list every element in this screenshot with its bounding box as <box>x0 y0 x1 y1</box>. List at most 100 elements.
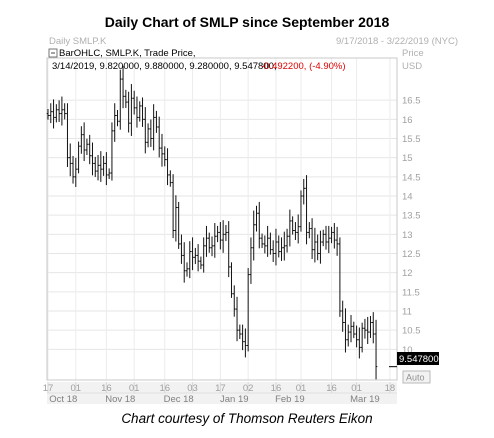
series-legend: BarOHLC, SMLP.K, Trade Price, 3/14/2019,… <box>48 48 346 72</box>
last-price-label: 9.547800 <box>399 354 439 365</box>
ohlc-bar <box>96 154 100 181</box>
ohlc-bar <box>355 325 358 348</box>
ohlc-bar <box>132 90 136 115</box>
ohlc-bar <box>152 104 155 151</box>
ohlc-bar <box>230 262 233 298</box>
ohlc-bar <box>71 155 75 184</box>
ohlc-info-values: 3/14/2019, 9.820000, 9.880000, 9.280000,… <box>52 61 277 72</box>
ohlc-bar <box>263 235 267 254</box>
ohlc-bar <box>191 237 194 271</box>
ohlc-bar <box>102 155 105 176</box>
ohlc-bar <box>305 175 308 245</box>
ohlc-bar <box>330 226 333 244</box>
x-tick-label: 18 <box>385 383 396 394</box>
x-tick-label: 03 <box>187 383 198 394</box>
ohlc-bar <box>163 146 167 167</box>
ohlc-bar <box>188 241 192 279</box>
ohlc-bar <box>244 328 247 358</box>
y-tick-label: 11 <box>402 307 412 318</box>
ohlc-bar <box>93 156 97 177</box>
ohlc-bar <box>135 96 139 128</box>
ohlc-bar <box>185 262 189 277</box>
ohlc-bar <box>369 315 372 338</box>
ohlc-bar <box>63 103 66 120</box>
ohlc-bar <box>349 315 353 343</box>
ohlc-bar <box>238 324 242 340</box>
chart-symbol-label: Daily SMLP.K <box>49 36 107 47</box>
legend-series-text: BarOHLC, SMLP.K, Trade Price, <box>59 48 196 59</box>
ohlc-bar <box>235 296 239 342</box>
ohlc-bar <box>274 228 278 266</box>
x-tick-label: 16 <box>271 383 282 394</box>
ohlc-bar <box>260 233 264 249</box>
ohlc-bar <box>60 96 64 126</box>
ohlc-bar <box>74 157 78 188</box>
x-tick-label: 01 <box>129 383 140 394</box>
ohlc-bar <box>310 218 314 259</box>
ohlc-bar <box>252 210 256 261</box>
y-tick-label: 13 <box>402 230 413 241</box>
y-tick-label: 15.5 <box>402 134 421 145</box>
y-tick-label: 12.5 <box>402 249 421 260</box>
ohlc-bar <box>199 256 203 270</box>
ohlc-bar <box>232 285 236 317</box>
x-tick-label: 01 <box>296 383 307 394</box>
x-tick-label: 17 <box>43 383 54 394</box>
ohlc-bar <box>210 236 214 257</box>
ohlc-bar <box>335 226 339 256</box>
ohlc-bar <box>82 122 86 162</box>
x-tick-label: 17 <box>215 383 226 394</box>
ohlc-bar <box>363 318 367 339</box>
ohlc-bar <box>118 69 122 130</box>
ohlc-bar <box>124 89 128 108</box>
y-tick-label: 11.5 <box>402 287 420 298</box>
ohlc-bar <box>105 152 108 186</box>
x-month-label: Jan 19 <box>220 394 249 405</box>
collapse-icon[interactable] <box>48 48 58 58</box>
ohlc-bar <box>319 230 322 264</box>
ohlc-bar <box>157 116 161 158</box>
ohlc-bar <box>49 103 53 124</box>
price-axis-label: Price <box>402 48 424 59</box>
y-tick-label: 14 <box>402 192 413 203</box>
last-price-marker: 9.547800 <box>397 352 439 365</box>
y-tick-label: 10 <box>402 345 413 356</box>
ohlc-bar <box>313 227 317 263</box>
ohlc-bar <box>130 84 133 136</box>
x-tick-label: 16 <box>326 383 337 394</box>
ohlc-bar <box>180 234 183 264</box>
ohlc-bar <box>174 195 178 242</box>
x-month-label: Nov 18 <box>105 394 135 405</box>
ohlc-bar <box>338 237 342 317</box>
y-tick-label: 13.5 <box>402 211 421 222</box>
ohlc-bar <box>91 142 94 176</box>
ohlc-bar <box>327 225 331 254</box>
y-tick-label: 15 <box>402 153 413 164</box>
y-tick-label: 16.5 <box>402 96 421 107</box>
ohlc-bar <box>144 107 147 154</box>
ohlc-bar <box>68 143 72 177</box>
ohlc-bar <box>46 108 50 120</box>
ohlc-bar <box>141 97 144 127</box>
ohlc-series <box>46 65 397 380</box>
x-month-label: Mar 19 <box>350 394 380 405</box>
chart-title: Daily Chart of SMLP since September 2018 <box>104 14 390 30</box>
ohlc-bar <box>160 133 164 167</box>
y-axis: 10 10.5 11 11.5 12 12.5 13 13.5 14 14.5 15 15.5 16 16… <box>402 96 421 356</box>
ohlc-bar <box>149 119 153 147</box>
ohlc-bar <box>177 201 180 249</box>
auto-scale-button[interactable]: Auto <box>402 370 431 384</box>
ohlc-bar <box>202 237 205 273</box>
ohlc-bar <box>346 324 350 347</box>
ohlc-bar <box>77 141 80 174</box>
ohlc-bar <box>99 151 103 182</box>
x-tick-label: 02 <box>243 383 254 394</box>
y-tick-label: 14.5 <box>402 172 421 183</box>
ohlc-bar <box>280 237 283 261</box>
grid-lines <box>47 58 397 380</box>
ohlc-bar <box>166 148 169 186</box>
ohlc-bar <box>85 138 89 156</box>
x-tick-label: 01 <box>351 383 362 394</box>
x-tick-label: 16 <box>159 383 170 394</box>
